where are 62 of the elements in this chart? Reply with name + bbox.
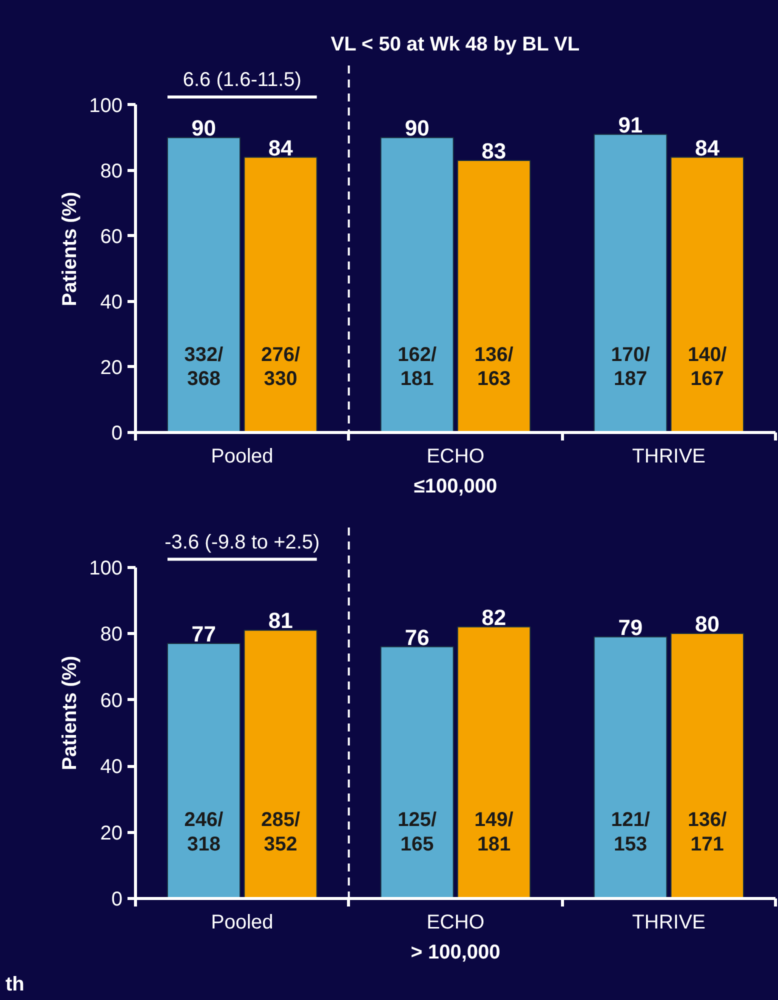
text: th: [6, 974, 24, 996]
y-tick-label: 80: [100, 160, 123, 182]
y-tick-label: 40: [100, 756, 123, 778]
bar: [670, 156, 744, 432]
annotation: 276/ 330: [261, 344, 300, 390]
annotation: 162/ 181: [398, 344, 438, 390]
bar: [670, 633, 744, 898]
annotation: 121/ 153: [610, 809, 650, 856]
annotation: 149/ 181: [474, 809, 514, 856]
x-tick-label: ECHO: [426, 912, 484, 934]
text: -3.6 (-9.8 to +2.5): [164, 531, 320, 554]
bar: [457, 626, 531, 898]
y-tick-label: 60: [100, 226, 123, 248]
bar: [167, 642, 241, 898]
annotation: 136/ 163: [474, 344, 514, 390]
text: 6.6 (1.6-11.5): [182, 68, 302, 91]
data-label: 82: [482, 604, 506, 630]
bar: [244, 156, 318, 432]
y-tick-label: 40: [100, 291, 123, 314]
data-label: 80: [695, 612, 720, 636]
x-tick-label: THRIVE: [632, 912, 706, 934]
data-label: 79: [618, 614, 643, 640]
y-axis-title: Patients (%): [59, 192, 82, 306]
y-tick-label: 100: [89, 557, 123, 580]
y-tick-label: 20: [100, 356, 123, 379]
bar: [594, 636, 668, 898]
annotation: 332/ 368: [184, 344, 224, 390]
x-axis-title: > 100,000: [410, 942, 500, 964]
annotation: 125/ 165: [398, 809, 438, 856]
x-tick-label: ECHO: [426, 446, 484, 468]
y-tick-label: 20: [100, 822, 123, 844]
chart-title: VL < 50 at Wk 48 by BL VL: [330, 34, 580, 56]
data-label: 90: [192, 116, 216, 141]
bar: [594, 134, 668, 432]
annotation: 136/ 171: [688, 809, 728, 856]
data-label: 77: [192, 621, 216, 646]
annotation: 140/ 167: [688, 344, 728, 390]
x-tick-label: Pooled: [211, 912, 274, 934]
bar: [457, 160, 531, 432]
bar: [167, 137, 241, 432]
y-tick-label: 0: [111, 888, 122, 910]
annotation: 285/ 352: [261, 809, 300, 856]
y-tick-label: 0: [111, 422, 122, 444]
data-label: 84: [695, 135, 720, 160]
data-label: 83: [482, 138, 506, 164]
bar: [380, 137, 454, 432]
data-label: 91: [618, 112, 643, 138]
y-tick-label: 100: [89, 94, 123, 117]
x-tick-label: Pooled: [211, 446, 274, 468]
data-label: 81: [268, 608, 293, 634]
bar: [380, 646, 454, 898]
bar: [244, 630, 318, 898]
x-axis-title: ≤100,000: [414, 476, 498, 498]
y-tick-label: 80: [100, 624, 123, 646]
annotation: 170/ 187: [610, 344, 650, 390]
x-tick-label: THRIVE: [632, 446, 706, 468]
data-label: 84: [268, 135, 294, 160]
annotation: 246/ 318: [184, 809, 224, 856]
data-label: 90: [404, 116, 430, 141]
y-axis-title: Patients (%): [59, 656, 82, 770]
data-label: 76: [404, 624, 430, 650]
y-tick-label: 60: [100, 690, 123, 712]
